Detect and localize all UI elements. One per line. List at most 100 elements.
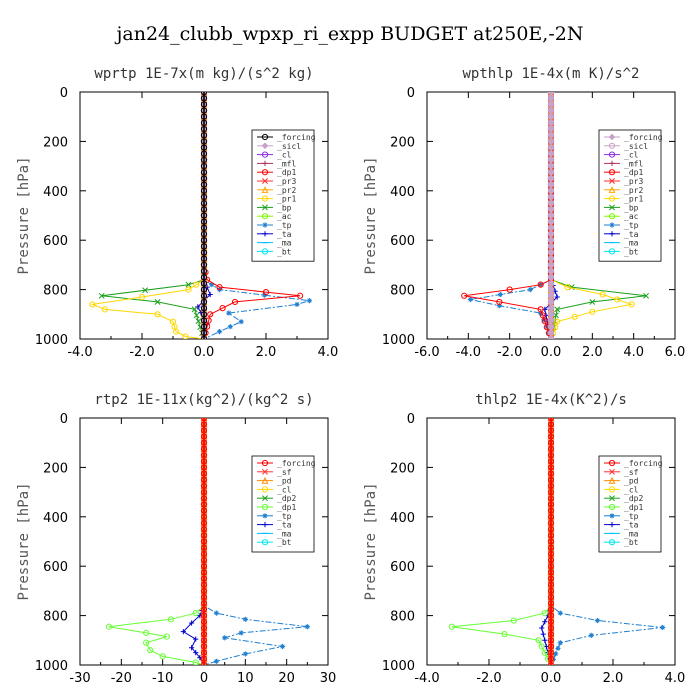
data-point bbox=[547, 317, 555, 324]
legend-label: _pr3 bbox=[624, 177, 643, 186]
data-point bbox=[547, 649, 555, 656]
data-point bbox=[200, 661, 208, 665]
data-point bbox=[510, 617, 517, 624]
legend-label: _pr2 bbox=[624, 186, 643, 195]
y-tick-label: 600 bbox=[43, 560, 68, 575]
data-point bbox=[262, 160, 268, 166]
data-point bbox=[261, 151, 269, 158]
data-point bbox=[543, 312, 549, 318]
data-point bbox=[555, 645, 561, 651]
data-point bbox=[547, 513, 555, 520]
data-point bbox=[262, 513, 268, 519]
data-point bbox=[200, 169, 208, 176]
plot-area bbox=[89, 92, 312, 339]
data-point bbox=[200, 513, 208, 520]
y-tick-label: 600 bbox=[43, 234, 68, 249]
legend-label: _bp bbox=[277, 203, 292, 212]
data-point bbox=[547, 519, 555, 527]
data-point bbox=[547, 230, 555, 238]
data-point bbox=[554, 294, 560, 300]
data-point bbox=[547, 464, 555, 471]
series-forcing bbox=[200, 92, 208, 339]
chart-panel: rtp2 1E-11x(kg^2)/(kg^2 s) Pressure [hPa]… bbox=[16, 392, 336, 686]
chart-panel: thlp2 1E-4x(K^2)/s Pressure [hPa] -4.0 -2.0… bbox=[363, 392, 685, 686]
y-tick-label: 200 bbox=[43, 461, 68, 476]
data-point bbox=[547, 193, 555, 201]
data-point bbox=[608, 503, 616, 511]
data-point bbox=[154, 311, 161, 318]
legend-box bbox=[598, 129, 662, 262]
data-point bbox=[547, 631, 555, 638]
data-point bbox=[242, 651, 248, 657]
legend-box bbox=[251, 129, 315, 262]
x-tick-label: -4.0 bbox=[456, 345, 481, 360]
data-point bbox=[547, 138, 555, 145]
data-point bbox=[200, 261, 208, 268]
y-tick-label: 800 bbox=[43, 284, 68, 299]
data-point bbox=[547, 92, 555, 96]
data-point bbox=[547, 267, 555, 275]
x-tick-label: -2.0 bbox=[129, 345, 154, 360]
data-point bbox=[547, 655, 555, 662]
y-tick-label: 200 bbox=[43, 135, 68, 150]
legend-label: _ta bbox=[624, 521, 639, 530]
data-point bbox=[200, 175, 208, 182]
data-point bbox=[660, 624, 666, 631]
x-tick-label: 0.0 bbox=[541, 671, 562, 686]
x-tick-label: 0 bbox=[200, 671, 208, 686]
data-point bbox=[231, 298, 239, 306]
legend-label: _forcing bbox=[624, 459, 663, 468]
data-point bbox=[200, 286, 208, 293]
data-point bbox=[159, 653, 166, 660]
legend-label: _forcing bbox=[277, 459, 316, 468]
y-tick-label: 0 bbox=[407, 86, 415, 101]
panel-title: wpthlp 1E-4x(m K)/s^2 bbox=[462, 66, 639, 82]
data-point bbox=[547, 451, 555, 459]
x-tick-label: -30 bbox=[69, 671, 90, 686]
series-line bbox=[464, 92, 552, 339]
y-tick-label: 800 bbox=[390, 610, 415, 625]
y-tick-label: 800 bbox=[390, 284, 415, 299]
data-point bbox=[200, 200, 208, 207]
data-point bbox=[200, 587, 208, 595]
x-tick-label: -20 bbox=[111, 671, 132, 686]
series-line bbox=[108, 418, 205, 665]
data-point bbox=[193, 650, 199, 656]
plot-area bbox=[461, 92, 650, 339]
legend-label: _ma bbox=[624, 529, 639, 538]
series-pr1 bbox=[89, 92, 208, 339]
data-point bbox=[553, 651, 559, 657]
data-point bbox=[209, 282, 215, 288]
data-point bbox=[200, 187, 208, 194]
data-point bbox=[609, 160, 615, 166]
data-point bbox=[261, 169, 269, 176]
data-point bbox=[200, 519, 208, 527]
x-tick-label: -6.0 bbox=[414, 345, 439, 360]
legend-label: _ma bbox=[277, 529, 292, 538]
data-point bbox=[182, 333, 189, 339]
data-point bbox=[262, 231, 268, 237]
data-point bbox=[200, 274, 208, 281]
data-point bbox=[262, 522, 268, 528]
y-axis-label: Pressure [hPa] bbox=[16, 482, 32, 600]
data-point bbox=[191, 306, 198, 313]
data-point bbox=[261, 248, 269, 255]
legend-label: _cl bbox=[624, 151, 639, 160]
data-point bbox=[200, 255, 208, 262]
data-point bbox=[547, 298, 555, 306]
legend-label: _bp bbox=[624, 203, 639, 212]
x-tick-label: 4.0 bbox=[665, 671, 686, 686]
series-line bbox=[90, 92, 205, 339]
chart-panel: wprtp 1E-7x(m kg)/(s^2 kg) Pressure [hPa]… bbox=[16, 66, 338, 360]
y-tick-label: 600 bbox=[390, 234, 415, 249]
data-point bbox=[501, 631, 508, 638]
legend-label: _ma bbox=[277, 239, 292, 248]
data-point bbox=[200, 237, 208, 244]
legend-label: _ta bbox=[277, 230, 292, 239]
legend: _forcing_sicl_cl_mfl_dp1_pr3_pr2_pr1_bp_… bbox=[598, 129, 663, 262]
data-point bbox=[541, 317, 547, 323]
y-tick-label: 1000 bbox=[382, 659, 415, 674]
data-point bbox=[200, 230, 208, 238]
data-point bbox=[547, 538, 555, 545]
data-point bbox=[226, 310, 232, 316]
